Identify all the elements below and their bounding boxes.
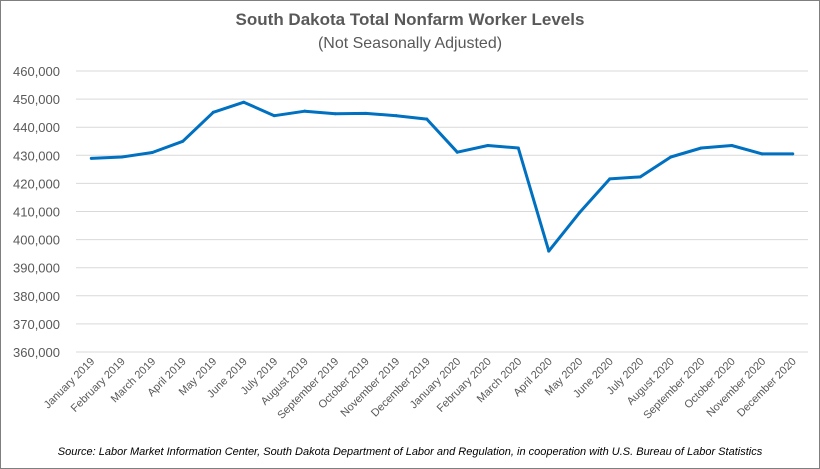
data-point bbox=[608, 177, 612, 181]
data-point bbox=[364, 111, 368, 115]
y-tick-label: 410,000 bbox=[13, 205, 60, 220]
data-point bbox=[455, 150, 459, 154]
data-point bbox=[791, 152, 795, 156]
y-tick-label: 440,000 bbox=[13, 120, 60, 135]
chart-title: South Dakota Total Nonfarm Worker Levels bbox=[235, 10, 585, 29]
data-point bbox=[669, 155, 673, 159]
series-line bbox=[91, 100, 793, 253]
y-tick-label: 450,000 bbox=[13, 92, 60, 107]
y-tick-label: 390,000 bbox=[13, 261, 60, 276]
data-point bbox=[333, 112, 337, 116]
data-point bbox=[577, 211, 581, 215]
data-point bbox=[516, 146, 520, 150]
y-tick-label: 370,000 bbox=[13, 317, 60, 332]
data-point bbox=[120, 155, 124, 159]
data-point bbox=[89, 156, 93, 160]
y-tick-label: 380,000 bbox=[13, 289, 60, 304]
data-point bbox=[181, 139, 185, 143]
data-point bbox=[760, 152, 764, 156]
data-point bbox=[486, 143, 490, 147]
y-tick-label: 430,000 bbox=[13, 148, 60, 163]
y-tick-label: 360,000 bbox=[13, 345, 60, 360]
data-point bbox=[211, 110, 215, 114]
data-point bbox=[272, 114, 276, 118]
data-point bbox=[730, 143, 734, 147]
data-point bbox=[150, 150, 154, 154]
data-point bbox=[242, 100, 246, 104]
y-tick-label: 400,000 bbox=[13, 233, 60, 248]
data-point bbox=[303, 109, 307, 113]
y-tick-label: 460,000 bbox=[13, 64, 60, 79]
chart-subtitle: (Not Seasonally Adjusted) bbox=[317, 35, 503, 52]
data-point bbox=[394, 114, 398, 118]
data-point bbox=[425, 117, 429, 121]
y-tick-label: 420,000 bbox=[13, 176, 60, 191]
source-note: Source: Labor Market Information Center,… bbox=[57, 446, 763, 458]
data-point bbox=[547, 249, 551, 253]
data-point bbox=[699, 146, 703, 150]
data-point bbox=[638, 175, 642, 179]
